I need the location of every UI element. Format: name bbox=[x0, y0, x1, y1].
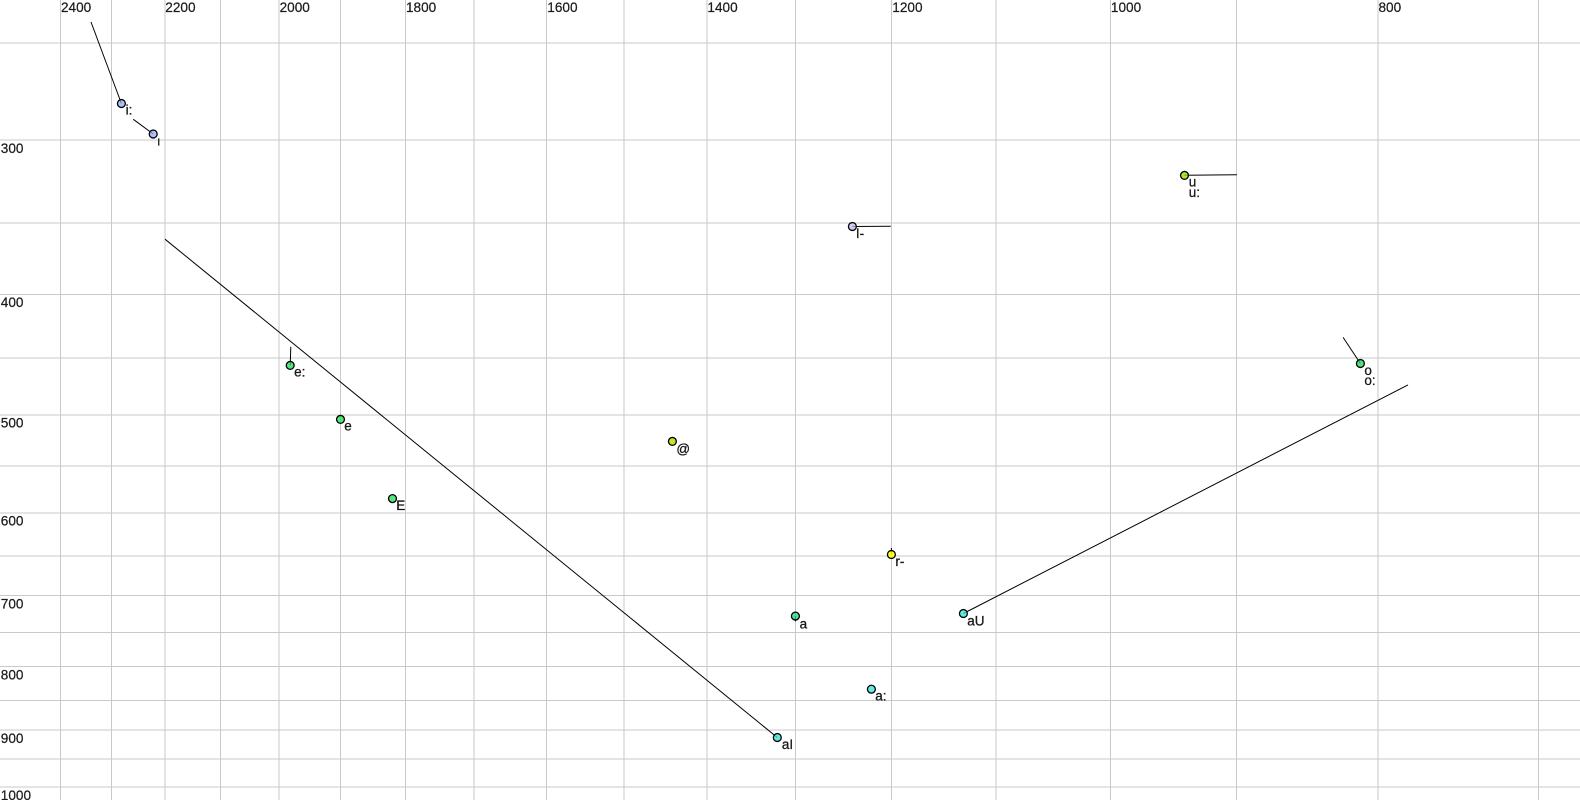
svg-text:E: E bbox=[396, 498, 405, 513]
svg-text:400: 400 bbox=[1, 295, 24, 310]
svg-text:2000: 2000 bbox=[280, 0, 311, 15]
svg-text:1000: 1000 bbox=[1111, 0, 1142, 15]
svg-text:2400: 2400 bbox=[61, 0, 92, 15]
svg-text:600: 600 bbox=[1, 513, 24, 528]
svg-text:aI: aI bbox=[782, 737, 793, 752]
svg-text:1600: 1600 bbox=[547, 0, 578, 15]
svg-text:500: 500 bbox=[1, 415, 24, 430]
svg-text:1200: 1200 bbox=[892, 0, 923, 15]
svg-text:I: I bbox=[157, 136, 160, 148]
svg-text:300: 300 bbox=[1, 141, 24, 156]
svg-text:1800: 1800 bbox=[406, 0, 437, 15]
svg-text:@: @ bbox=[676, 442, 690, 457]
svg-text:o: o bbox=[1364, 363, 1372, 378]
svg-text:1400: 1400 bbox=[707, 0, 738, 15]
svg-text:r-: r- bbox=[895, 554, 904, 569]
svg-text:u: u bbox=[1189, 175, 1197, 190]
svg-text:a:: a: bbox=[875, 689, 886, 704]
svg-text:800: 800 bbox=[1, 668, 24, 683]
svg-text:e: e bbox=[344, 419, 352, 434]
svg-text:1000: 1000 bbox=[1, 788, 32, 800]
svg-text:i:: i: bbox=[126, 103, 133, 118]
svg-text:800: 800 bbox=[1379, 0, 1402, 15]
svg-text:900: 900 bbox=[1, 731, 24, 746]
svg-text:700: 700 bbox=[1, 597, 24, 612]
svg-text:o:: o: bbox=[1364, 373, 1375, 388]
svg-text:aU: aU bbox=[967, 613, 984, 628]
svg-text:I-: I- bbox=[856, 226, 864, 241]
svg-text:a: a bbox=[800, 617, 808, 632]
svg-text:e:: e: bbox=[294, 365, 305, 380]
svg-text:u:: u: bbox=[1189, 185, 1200, 200]
svg-text:2200: 2200 bbox=[165, 0, 196, 15]
